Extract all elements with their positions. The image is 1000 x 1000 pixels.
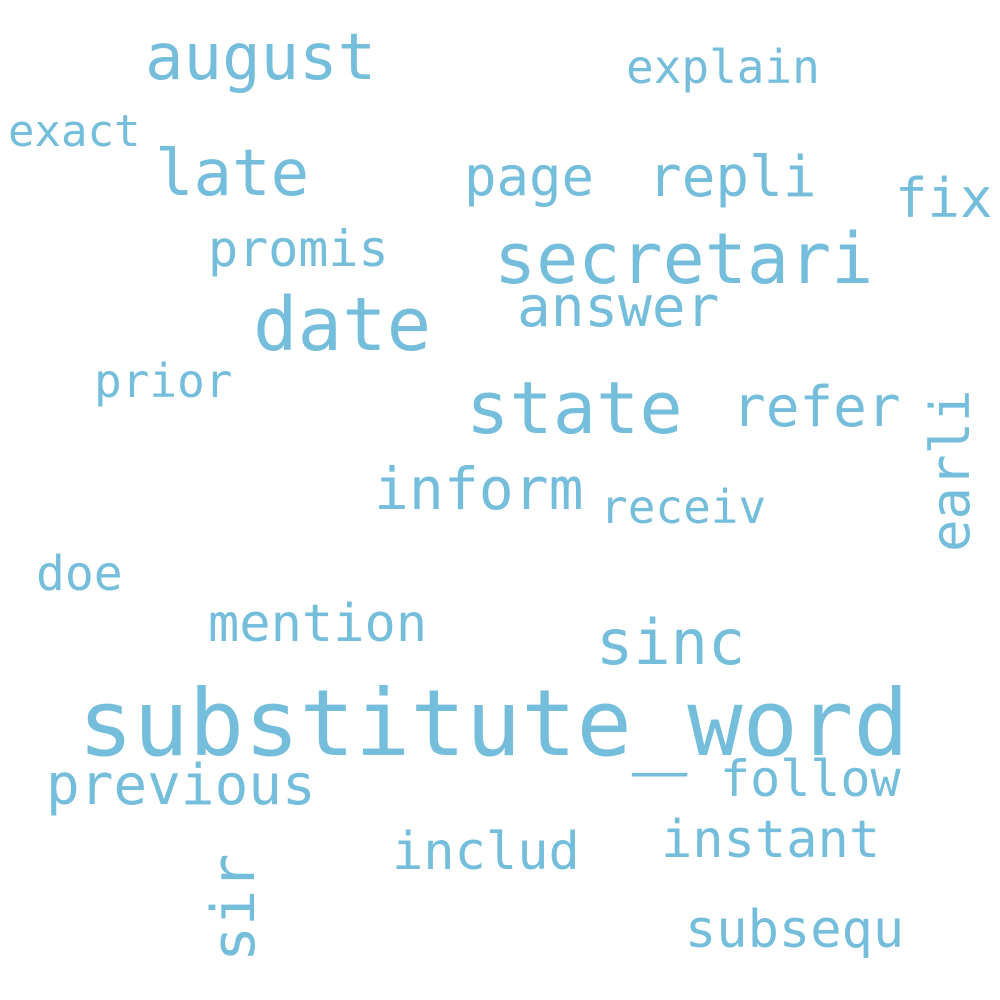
word-promis: promis — [208, 220, 389, 278]
word-instant: instant — [661, 810, 881, 870]
word-subsequ: subsequ — [685, 900, 905, 960]
word-august: august — [145, 21, 377, 95]
word-date: date — [253, 282, 432, 368]
word-previous: previous — [46, 753, 316, 818]
word-exact: exact — [8, 106, 141, 157]
word-repli: repli — [648, 145, 817, 210]
word-page: page — [464, 145, 595, 208]
word-late: late — [155, 137, 310, 211]
word-follow: follow — [720, 750, 901, 808]
word-state: state — [466, 366, 683, 450]
word-refer: refer — [732, 375, 901, 440]
word-doe: doe — [36, 546, 123, 602]
word-mention: mention — [208, 594, 428, 654]
word-inform: inform — [374, 455, 584, 523]
word-includ: includ — [392, 822, 580, 882]
word-earli: earli — [919, 389, 982, 552]
word-sinc: sinc — [596, 606, 746, 679]
word-prior: prior — [94, 354, 233, 408]
word-explain: explain — [626, 40, 820, 94]
word-substitute-word: substitute_word — [78, 670, 909, 777]
word-sir: sir — [199, 853, 269, 962]
word-secretari: secretari — [494, 218, 874, 300]
word-receiv: receiv — [600, 480, 767, 534]
word-fix: fix — [895, 167, 993, 230]
word-answer: answer — [517, 275, 720, 340]
